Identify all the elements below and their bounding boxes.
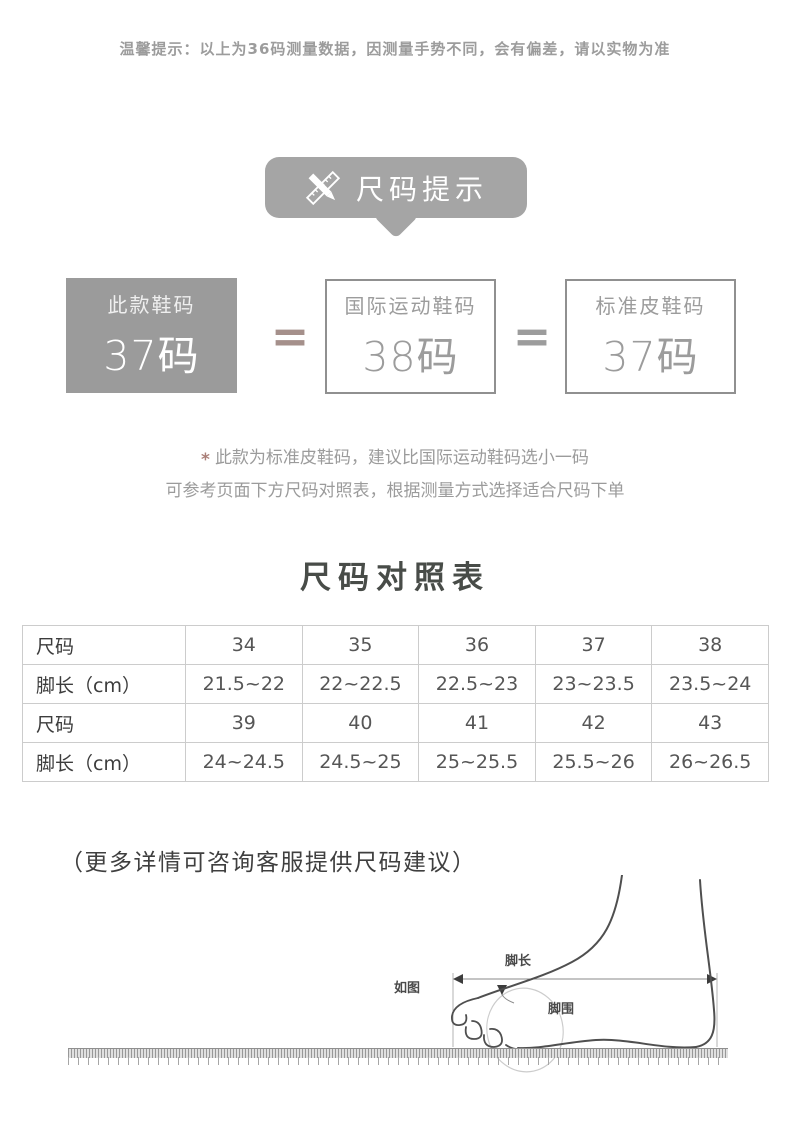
equals-sign: = — [512, 308, 552, 363]
table-cell: 22~22.5 — [301, 664, 420, 704]
intl-sport-size-box: 国际运动鞋码 38码 — [325, 279, 496, 394]
foot-girth-ellipse — [486, 987, 564, 1073]
box-title: 此款鞋码 — [107, 293, 196, 317]
toe-1 — [451, 997, 479, 1026]
box-value: 37码 — [103, 332, 200, 380]
table-cell: 34 — [185, 625, 303, 665]
box-title: 标准皮鞋码 — [595, 294, 706, 318]
ruler-ticks — [68, 1057, 728, 1065]
ruler-band — [68, 1048, 728, 1058]
table-cell: 24.5~25 — [301, 742, 420, 782]
table-cell: 39 — [185, 703, 303, 743]
table-cell: 37 — [534, 625, 653, 665]
table-cell: 43 — [651, 703, 769, 743]
table-cell: 24~24.5 — [185, 742, 303, 782]
note-line-2: 可参考页面下方尺码对照表，根据测量方式选择适合尺码下单 — [165, 481, 625, 501]
box-value: 38码 — [362, 333, 459, 381]
foot-length-label: 脚长 — [505, 953, 532, 969]
table-cell: 41 — [418, 703, 536, 743]
standard-leather-size-box: 标准皮鞋码 37码 — [565, 279, 736, 394]
box-title: 国际运动鞋码 — [344, 294, 477, 318]
contact-service-caption: （更多详情可咨询客服提供尺码建议） — [60, 850, 477, 876]
size-chart-title: 尺码对照表 — [300, 560, 490, 596]
table-row: 脚长（cm） 21.5~22 22~22.5 22.5~23 23~23.5 2… — [22, 664, 769, 704]
this-style-size-box: 此款鞋码 37码 — [66, 278, 237, 393]
arrowhead-right — [707, 974, 717, 984]
as-shown-label: 如图 — [394, 980, 420, 996]
table-cell: 22.5~23 — [418, 664, 536, 704]
equals-sign: = — [270, 308, 310, 363]
table-row: 脚长（cm） 24~24.5 24.5~25 25~25.5 25.5~26 2… — [22, 742, 769, 782]
table-cell: 25.5~26 — [534, 742, 653, 782]
asterisk: * — [201, 450, 210, 470]
size-tip-badge: 尺码提示 — [265, 157, 527, 218]
table-row-label: 脚长（cm） — [22, 742, 186, 782]
table-row-label: 尺码 — [22, 625, 186, 665]
table-cell: 21.5~22 — [185, 664, 303, 704]
measurement-notice: 温馨提示：以上为36码测量数据，因测量手势不同，会有偏差，请以实物为准 — [119, 40, 671, 58]
foot-girth-label: 脚围 — [548, 1001, 574, 1017]
toe-3 — [483, 1027, 503, 1048]
pencil-ruler-icon — [305, 170, 341, 205]
size-chart-table: 尺码 34 35 36 37 38 脚长（cm） 21.5~22 22~22.5… — [22, 625, 769, 782]
box-value: 37码 — [602, 333, 699, 381]
table-cell: 23.5~24 — [651, 664, 769, 704]
table-cell: 36 — [418, 625, 536, 665]
table-cell: 42 — [534, 703, 653, 743]
foot-top-outline — [477, 875, 623, 999]
table-cell: 38 — [651, 625, 769, 665]
note-line-1: * 此款为标准皮鞋码，建议比国际运动鞋码选小一码 — [0, 442, 790, 475]
foot-sole-outline — [517, 1038, 697, 1050]
note-text: 此款为标准皮鞋码，建议比国际运动鞋码选小一码 — [214, 448, 589, 468]
table-row-label: 脚长（cm） — [22, 664, 186, 704]
table-cell: 25~25.5 — [418, 742, 536, 782]
badge-label: 尺码提示 — [355, 172, 488, 206]
table-cell: 26~26.5 — [651, 742, 769, 782]
table-cell: 35 — [301, 625, 420, 665]
table-row: 尺码 39 40 41 42 43 — [22, 703, 769, 743]
table-row-label: 尺码 — [22, 703, 186, 743]
toe-2 — [464, 1020, 483, 1040]
table-row: 尺码 34 35 36 37 38 — [22, 625, 769, 665]
table-cell: 40 — [301, 703, 420, 743]
arrowhead-left — [453, 974, 463, 984]
table-cell: 23~23.5 — [534, 664, 653, 704]
foot-measure-diagram: 脚长 如图 脚围 — [394, 875, 718, 1073]
foot-heel-outline — [695, 879, 716, 1048]
size-advisory-note: * 此款为标准皮鞋码，建议比国际运动鞋码选小一码 可参考页面下方尺码对照表，根据测… — [0, 442, 790, 508]
